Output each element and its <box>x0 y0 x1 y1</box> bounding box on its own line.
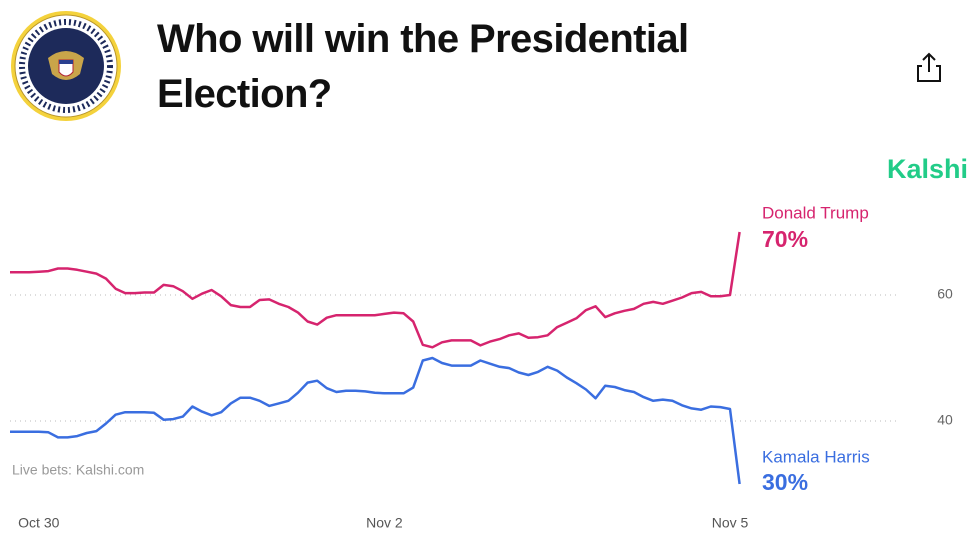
x-tick-label: Nov 5 <box>712 515 749 531</box>
series-line <box>10 231 741 349</box>
annotation: Live bets: Kalshi.com <box>12 462 144 478</box>
y-tick-label: 60 <box>937 286 953 302</box>
chart-title: Who will win the Presidential Election? <box>157 17 689 116</box>
y-tick-label: 40 <box>937 412 953 428</box>
x-tick-label: Nov 2 <box>366 515 403 531</box>
seal-logo <box>11 11 121 121</box>
legend-label: Donald Trump <box>762 203 869 222</box>
brand: Kalshi <box>887 154 968 184</box>
legend-label: Kamala Harris <box>762 447 870 466</box>
end-value-label: 30% <box>762 469 808 495</box>
share-icon[interactable] <box>917 52 941 82</box>
x-tick-label: Oct 30 <box>18 515 59 531</box>
series-line <box>10 356 741 485</box>
end-value-label: 70% <box>762 226 808 252</box>
